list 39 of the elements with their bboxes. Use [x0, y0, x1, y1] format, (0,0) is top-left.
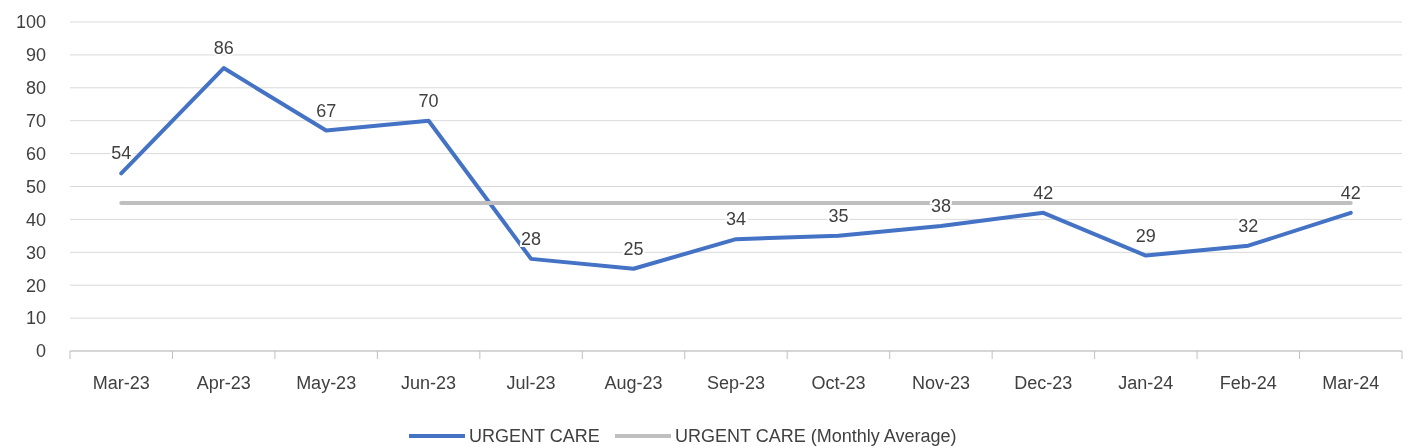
- y-tick-label: 80: [25, 78, 46, 99]
- data-label: 70: [418, 90, 439, 111]
- x-tick-label: May-23: [296, 373, 357, 394]
- x-tick-label: Apr-23: [196, 373, 251, 394]
- legend-label: URGENT CARE: [469, 426, 600, 446]
- data-label: 67: [316, 100, 337, 121]
- legend-label: URGENT CARE (Monthly Average): [675, 426, 957, 446]
- x-tick-label: Aug-23: [604, 373, 663, 394]
- data-label: 35: [828, 205, 849, 226]
- x-tick-label: Mar-23: [92, 373, 150, 394]
- y-tick-label: 0: [35, 341, 46, 362]
- data-label: 38: [930, 195, 951, 216]
- data-label: 32: [1238, 215, 1259, 236]
- x-tick-label: Jun-23: [401, 373, 457, 394]
- data-label: 25: [623, 238, 644, 259]
- x-tick-label: Feb-24: [1219, 373, 1277, 394]
- y-tick-label: 30: [25, 242, 46, 263]
- x-tick-label: Jan-24: [1118, 373, 1174, 394]
- y-tick-label: 20: [25, 275, 46, 296]
- y-tick-label: 60: [25, 143, 46, 164]
- x-tick-label: Mar-24: [1322, 373, 1380, 394]
- y-tick-label: 50: [25, 176, 46, 197]
- y-tick-label: 100: [15, 12, 46, 33]
- data-label: 42: [1033, 182, 1054, 203]
- data-label: 34: [725, 209, 747, 230]
- y-tick-label: 10: [25, 308, 46, 329]
- x-tick-label: Nov-23: [911, 373, 970, 394]
- y-tick-label: 90: [25, 45, 46, 66]
- data-label: 86: [213, 38, 234, 59]
- data-label: 28: [521, 228, 542, 249]
- data-label: 42: [1340, 182, 1361, 203]
- x-tick-label: Oct-23: [811, 373, 866, 394]
- y-tick-label: 70: [25, 111, 46, 131]
- x-tick-label: Jul-23: [506, 373, 556, 394]
- data-label: 29: [1135, 225, 1156, 246]
- data-label: 54: [111, 143, 132, 164]
- x-tick-label: Dec-23: [1014, 373, 1073, 394]
- y-tick-label: 40: [25, 209, 46, 230]
- x-tick-label: Sep-23: [706, 373, 766, 394]
